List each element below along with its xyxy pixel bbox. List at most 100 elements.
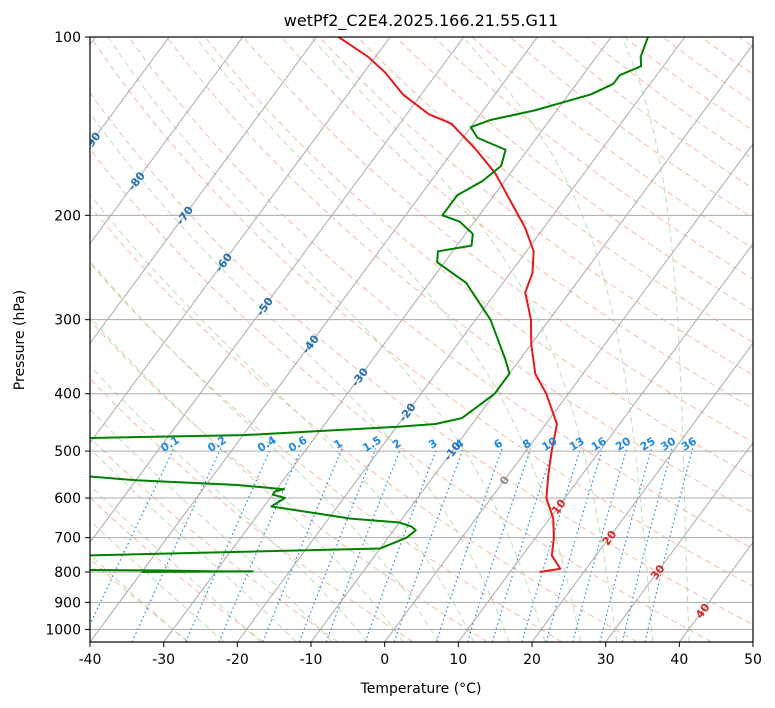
mixing-ratio-line — [131, 448, 222, 642]
moist-adiabat-line — [90, 112, 510, 642]
mixing-ratio-line — [298, 448, 377, 642]
mixing-ratio-line — [545, 448, 604, 642]
x-axis: -40 -30 -20 -10 0 10 20 30 40 50 — [79, 642, 762, 668]
x-tick-label: -40 — [79, 652, 102, 668]
mixing-ratio-line — [572, 448, 628, 642]
mixing-ratio-line — [599, 448, 653, 642]
isotherm-label: -40 — [299, 332, 322, 356]
x-axis-label: Temperature (°C) — [360, 681, 482, 697]
isotherm-label: -60 — [213, 250, 236, 274]
plot-area: 0.1 0.2 0.4 0.6 1 1.5 2 3 4 6 8 10 13 16 20 25 30 36-100-… — [32, 37, 753, 642]
dewpoint-profile-line — [90, 37, 649, 574]
isotherm-label: -50 — [254, 295, 277, 319]
x-tick-label: -10 — [300, 652, 323, 668]
isotherm-line — [90, 37, 538, 642]
isotherm-label: 20 — [600, 528, 620, 548]
moist-adiabat-line — [462, 37, 654, 642]
moist-adiabat-line — [621, 37, 690, 642]
isotherm-line — [678, 541, 753, 642]
isotherm-line — [605, 441, 753, 642]
moist-adiabats — [90, 37, 690, 642]
moist-adiabat-line — [90, 553, 188, 642]
moist-adiabat-line — [90, 519, 225, 642]
temperature-profile-line — [338, 37, 562, 574]
dry-adiabat-line — [700, 37, 753, 75]
isotherm-label: -30 — [349, 365, 372, 389]
moist-adiabat-line — [310, 37, 618, 642]
dry-adiabats — [90, 37, 753, 642]
dry-adiabat-line — [509, 37, 753, 219]
dry-adiabat-line — [662, 37, 753, 103]
isotherm-label: -80 — [126, 169, 149, 193]
dry-adiabat-line — [471, 37, 753, 249]
isotherm-line — [90, 37, 317, 345]
isotherm-line — [90, 37, 170, 145]
isotherm-line — [384, 143, 753, 642]
y-axis: 100 200 300 400 500 600 700 800 900 1000 — [45, 30, 90, 638]
moist-adiabat-line — [90, 447, 297, 642]
isotherm-label: -100 — [32, 90, 59, 120]
isotherm-line — [752, 641, 753, 642]
y-tick-label: 900 — [54, 595, 81, 611]
x-tick-label: -30 — [152, 652, 175, 668]
mixing-ratio-label: 1.5 — [360, 433, 383, 454]
isotherm-label: -20 — [396, 400, 419, 424]
isotherm-line — [457, 242, 753, 642]
x-tick-label: 50 — [744, 652, 762, 668]
y-tick-label: 100 — [54, 30, 81, 46]
x-tick-label: 20 — [523, 652, 541, 668]
mixing-ratio-line — [185, 448, 272, 642]
mixing-ratio-line — [262, 448, 343, 642]
dry-adiabat-line — [90, 377, 414, 642]
mixing-ratio-line — [435, 448, 503, 642]
mixing-ratio-line — [218, 448, 303, 642]
isotherm-line — [90, 37, 391, 444]
mixing-ratio-label: 3 — [426, 437, 439, 452]
profile-series — [90, 37, 649, 574]
dry-adiabat-line — [357, 37, 753, 344]
y-tick-label: 700 — [54, 531, 81, 547]
y-tick-label: 800 — [54, 565, 81, 581]
mixing-ratio-line — [393, 448, 464, 642]
dry-adiabat-line — [90, 91, 753, 626]
dry-adiabat-line — [90, 148, 712, 642]
dry-adiabat-line — [319, 37, 753, 376]
x-tick-label: 30 — [597, 652, 615, 668]
isotherm-label: -70 — [174, 204, 197, 228]
mixing-ratio-label: 2 — [390, 437, 403, 452]
dry-adiabat-line — [280, 37, 753, 409]
dry-adiabat-line — [90, 37, 753, 587]
isotherm-line — [310, 43, 753, 642]
plot-frame — [89, 36, 754, 643]
moist-adiabat-line — [90, 365, 369, 642]
moist-adiabat-line — [90, 316, 404, 642]
x-tick-label: -20 — [226, 652, 249, 668]
moist-adiabat-line — [90, 260, 439, 642]
isotherm-label: 40 — [693, 601, 713, 621]
y-tick-label: 400 — [54, 387, 81, 403]
isotherm-label: 30 — [648, 562, 668, 582]
isotherm-label: 0 — [497, 473, 512, 487]
dry-adiabat-line — [547, 37, 753, 190]
isotherm-line — [236, 37, 686, 642]
moist-adiabat-line — [107, 37, 546, 642]
isotherms — [90, 37, 753, 642]
mixing-ratio-line — [621, 448, 673, 642]
moist-adiabat-line — [90, 408, 333, 642]
y-tick-label: 300 — [54, 313, 81, 329]
mixing-ratio-line — [364, 448, 438, 642]
y-tick-label: 500 — [54, 444, 81, 460]
dry-adiabat-line — [738, 37, 753, 48]
mixing-ratio-label: 6 — [492, 436, 506, 451]
y-tick-label: 200 — [54, 208, 81, 224]
isotherm-line — [90, 37, 465, 544]
y-tick-label: 600 — [54, 491, 81, 507]
dry-adiabat-line — [166, 37, 753, 514]
mixing-ratio-line — [644, 448, 694, 642]
isotherm-line — [90, 37, 244, 245]
isotherm-line — [531, 342, 753, 642]
dry-adiabat-line — [90, 205, 638, 642]
isobars — [90, 37, 753, 630]
chart-title: wetPf2_C2E4.2025.166.21.55.G11 — [284, 11, 558, 31]
